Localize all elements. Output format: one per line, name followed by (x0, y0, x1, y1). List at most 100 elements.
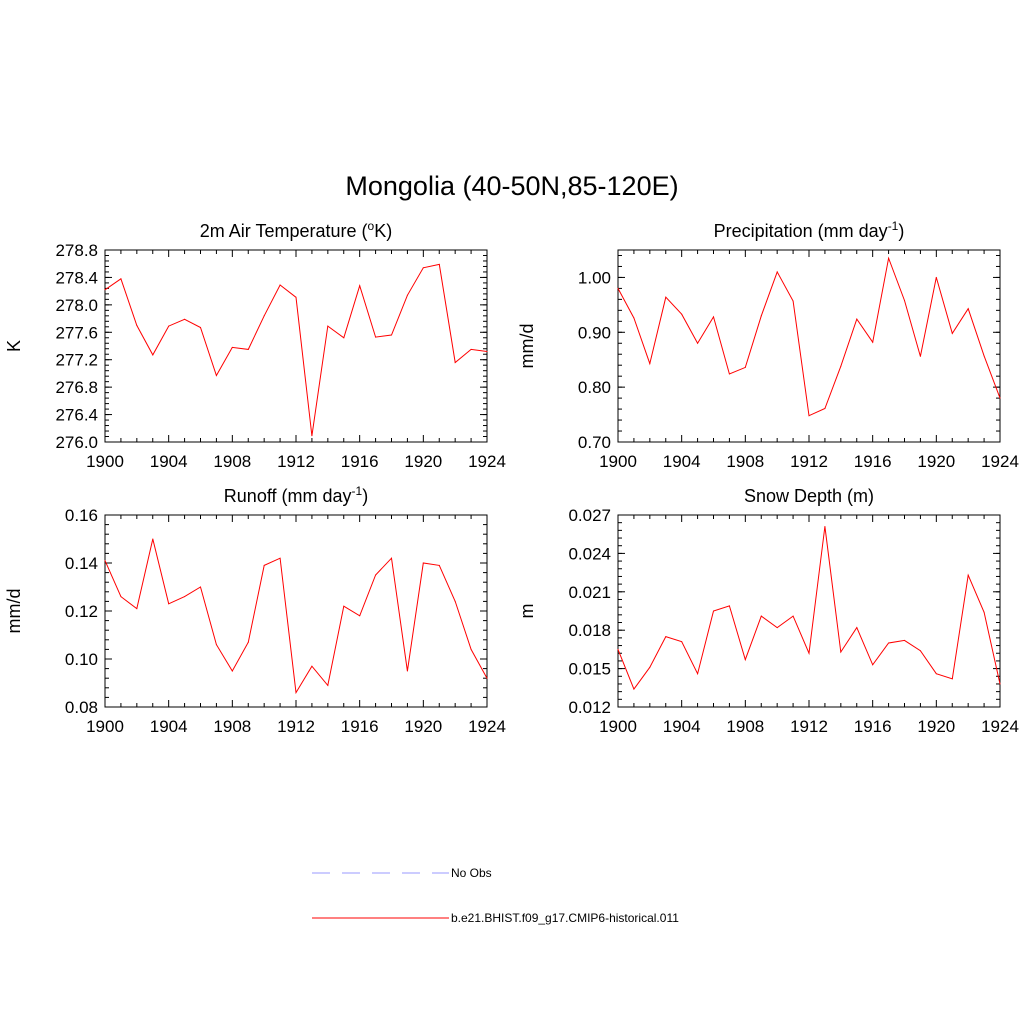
y-tick-label: 278.4 (55, 268, 98, 287)
data-point (375, 574, 377, 576)
x-tick-label: 1912 (790, 717, 828, 736)
data-point (215, 644, 217, 646)
data-point (104, 560, 106, 562)
data-point (983, 355, 985, 357)
data-point (454, 600, 456, 602)
figure-title: Mongolia (40-50N,85-120E) (345, 171, 678, 201)
legend-item-1: No Obs (312, 866, 492, 880)
data-point (120, 278, 122, 280)
data-point (840, 651, 842, 653)
data-point (792, 615, 794, 617)
x-tick-label: 1924 (468, 452, 506, 471)
data-point (247, 348, 249, 350)
x-tick-label: 1900 (599, 717, 637, 736)
data-point (872, 664, 874, 666)
data-point (951, 332, 953, 334)
data-point (697, 673, 699, 675)
data-point (728, 605, 730, 607)
data-point (744, 366, 746, 368)
x-tick-label: 1908 (726, 717, 764, 736)
x-tick-label: 1920 (404, 717, 442, 736)
y-tick-label: 0.80 (578, 378, 611, 397)
series-line-1 (617, 256, 1001, 417)
y-tick-label: 277.6 (55, 323, 98, 342)
data-point (919, 355, 921, 357)
plot-frame (617, 514, 1001, 708)
data-point (856, 318, 858, 320)
data-point (808, 415, 810, 417)
data-point (808, 652, 810, 654)
data-point (856, 627, 858, 629)
data-point (104, 289, 106, 291)
panel-title: Runoff (mm day-1) (224, 484, 368, 506)
legend-label: No Obs (451, 866, 492, 880)
data-point (951, 678, 953, 680)
y-tick-label: 0.14 (65, 554, 98, 573)
data-point (935, 673, 937, 675)
x-tick-label: 1924 (981, 717, 1019, 736)
data-point (231, 346, 233, 348)
data-point (486, 351, 488, 352)
y-tick-label: 277.2 (55, 351, 98, 370)
data-point (215, 375, 217, 376)
series-line-1 (104, 538, 488, 695)
x-tick-label: 1908 (213, 717, 251, 736)
data-point (247, 641, 249, 643)
x-tick-label: 1904 (663, 452, 701, 471)
panel-title: Snow Depth (m) (744, 486, 874, 506)
plot-frame (104, 514, 488, 708)
panel-title-main: Runoff (mm day (224, 486, 352, 506)
x-tick-label: 1912 (277, 452, 315, 471)
y-tick-label: 0.027 (568, 506, 611, 525)
data-point (422, 562, 424, 564)
data-point (343, 605, 345, 607)
panel-title-superscript: -1 (352, 484, 363, 498)
panel-title: 2m Air Temperature (oK) (200, 219, 392, 241)
data-point (279, 284, 281, 286)
data-point (391, 557, 392, 559)
y-tick-label: 276.4 (55, 406, 98, 425)
data-point (649, 363, 651, 365)
panel-title-end: ) (386, 221, 392, 241)
data-point (792, 300, 794, 302)
y-axis-label: mm/d (517, 324, 537, 369)
data-point (999, 683, 1001, 685)
data-point (295, 296, 297, 298)
panel-title-superscript: o (368, 219, 375, 233)
data-point (713, 610, 714, 612)
panels: 2m Air Temperature (oK)K 1900 1904 1908 1912… (4, 219, 1019, 736)
data-point (665, 636, 667, 638)
legend-label: b.e21.BHIST.f09_g17.CMIP6-historical.011 (451, 911, 679, 925)
data-point (935, 276, 937, 278)
data-point (391, 334, 392, 336)
data-point (776, 271, 778, 273)
data-point (359, 285, 361, 287)
data-point (713, 316, 714, 318)
data-point (665, 296, 667, 298)
data-point (136, 608, 138, 610)
data-point (983, 611, 985, 613)
data-point (904, 300, 905, 301)
x-tick-label: 1916 (854, 717, 892, 736)
data-point (168, 325, 170, 327)
y-tick-label: 1.00 (578, 268, 611, 287)
chart-panel-3: Runoff (mm day-1) mm/d 1900 1904 1908 1912 191… (4, 484, 506, 736)
y-tick-label: 0.024 (568, 544, 611, 563)
data-point (152, 354, 154, 356)
data-point (744, 659, 746, 661)
data-point (633, 317, 635, 319)
x-tick-label: 1924 (981, 452, 1019, 471)
x-tick-label: 1900 (86, 717, 124, 736)
chart-panel-2: Precipitation (mm day-1) mm/d 1900 1904 1908… (517, 219, 1019, 471)
panel-title-unit: K (374, 221, 386, 241)
series-line-1 (617, 526, 1001, 691)
y-tick-label: 0.08 (65, 698, 98, 717)
data-point (776, 627, 778, 629)
series-line-1 (104, 263, 488, 436)
y-tick-label: 0.10 (65, 650, 98, 669)
data-point (311, 665, 313, 667)
x-tick-label: 1920 (917, 452, 955, 471)
data-point (824, 526, 826, 527)
data-point (263, 564, 265, 566)
